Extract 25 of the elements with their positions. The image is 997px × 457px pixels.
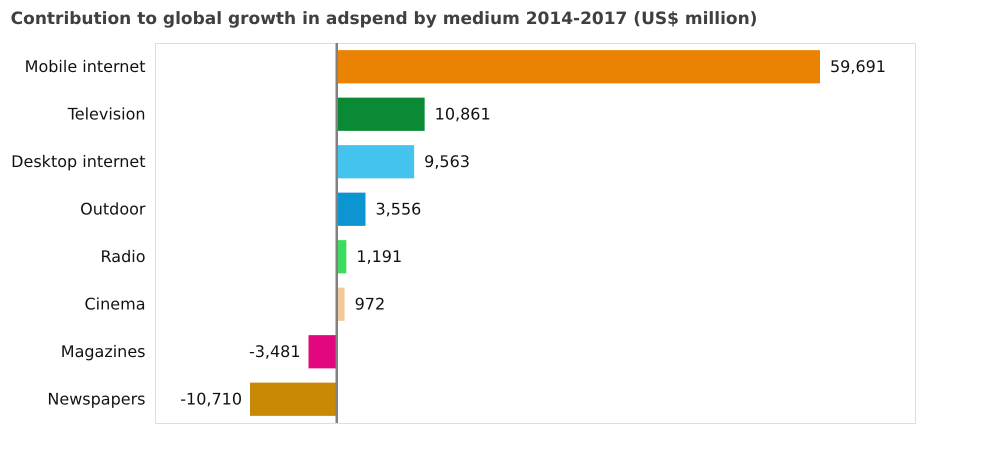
bar — [250, 382, 337, 416]
data-label: 10,861 — [434, 104, 491, 124]
y-tick-label: Desktop internet — [11, 152, 146, 171]
data-label: -3,481 — [248, 342, 301, 361]
y-tick-label: Newspapers — [47, 389, 146, 408]
y-tick-label: Outdoor — [80, 199, 146, 218]
y-tick-label: Magazines — [60, 342, 146, 361]
y-tick-label: Mobile internet — [24, 56, 146, 76]
data-label: 59,691 — [830, 56, 886, 76]
data-label: -10,710 — [180, 389, 242, 408]
bar — [336, 98, 425, 131]
y-tick-label: Cinema — [84, 294, 146, 314]
y-tick-label: Radio — [100, 246, 146, 266]
bar — [336, 145, 414, 178]
data-label: 3,556 — [376, 199, 422, 218]
bar — [336, 240, 346, 274]
data-label: 972 — [354, 294, 386, 314]
data-label: 9,563 — [424, 152, 470, 171]
data-label: 1,191 — [356, 246, 402, 266]
bar — [336, 288, 345, 321]
bar — [336, 50, 820, 84]
chart-title: Contribution to global growth in adspend by medium 2014-2017 (US$ million) — [10, 9, 758, 29]
y-tick-label: Television — [66, 104, 146, 124]
bar — [336, 192, 366, 226]
bar — [308, 335, 337, 368]
